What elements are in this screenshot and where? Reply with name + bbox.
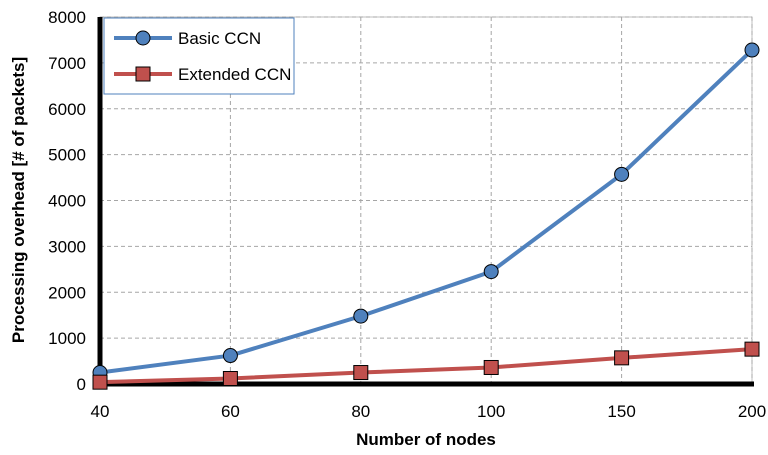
y-tick-label-8000: 8000 [48, 8, 86, 27]
x-tick-label-100: 100 [477, 402, 505, 421]
x-tick-label-60: 60 [221, 402, 240, 421]
data-point-extended-ccn-60 [222, 370, 238, 386]
legend: Basic CCN Extended CCN [103, 17, 295, 95]
data-point-extended-ccn-200 [744, 341, 760, 357]
x-tick-label-200: 200 [738, 402, 766, 421]
data-point-basic-ccn-60 [222, 348, 238, 364]
data-point-extended-ccn-80 [353, 365, 369, 381]
axes [97, 17, 754, 387]
data-point-extended-ccn-100 [483, 359, 499, 375]
y-tick-label-4000: 4000 [48, 192, 86, 211]
y-tick-label-2000: 2000 [48, 283, 86, 302]
data-point-extended-ccn-40 [92, 374, 108, 390]
legend-label-extended-ccn: Extended CCN [178, 65, 291, 84]
series-group [92, 42, 760, 390]
y-tick-label-7000: 7000 [48, 54, 86, 73]
y-axis-title: Processing overhead [# of packets] [9, 57, 28, 343]
data-point-basic-ccn-100 [483, 264, 499, 280]
series-line-extended-ccn [99, 347, 753, 385]
legend-marker-basic-ccn [135, 30, 151, 46]
y-tick-label-0: 0 [77, 375, 86, 394]
x-tick-labels: 40 60 80 100 150 200 [91, 402, 767, 421]
y-tick-label-5000: 5000 [48, 146, 86, 165]
y-tick-label-1000: 1000 [48, 329, 86, 348]
legend-marker-extended-ccn [135, 66, 151, 82]
x-axis-title: Number of nodes [356, 430, 496, 449]
legend-label-basic-ccn: Basic CCN [178, 29, 261, 48]
data-point-basic-ccn-80 [353, 308, 369, 324]
data-point-extended-ccn-150 [614, 350, 630, 366]
y-tick-label-6000: 6000 [48, 100, 86, 119]
y-tick-label-3000: 3000 [48, 237, 86, 256]
data-point-basic-ccn-150 [614, 166, 630, 182]
x-tick-label-150: 150 [607, 402, 635, 421]
data-point-basic-ccn-200 [744, 42, 760, 58]
y-tick-labels: 0 1000 2000 3000 4000 5000 6000 7000 8000 [48, 8, 86, 394]
x-tick-label-40: 40 [91, 402, 110, 421]
x-tick-label-80: 80 [351, 402, 370, 421]
series-line-basic-ccn [99, 48, 754, 375]
